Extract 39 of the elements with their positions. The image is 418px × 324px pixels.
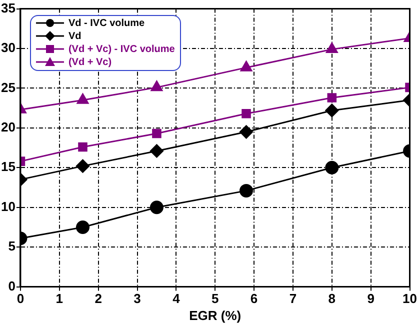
x-tick-label: 3 — [134, 291, 141, 306]
legend-label: Vd — [68, 30, 82, 43]
point — [150, 200, 164, 214]
y-tick-label: 0 — [8, 278, 16, 294]
point — [240, 125, 254, 139]
point — [327, 93, 337, 102]
x-tick-label: 7 — [289, 291, 297, 306]
point — [240, 184, 254, 198]
x-tick-label: 10 — [402, 291, 418, 306]
y-tick-label: 5 — [8, 238, 16, 254]
point — [76, 93, 89, 104]
point — [76, 159, 90, 173]
legend-label: (Vd + Vc) — [68, 56, 112, 69]
x-tick-label: 6 — [250, 291, 258, 306]
y-tick-label: 15 — [0, 159, 16, 174]
point — [76, 220, 90, 234]
x-tick-label: 5 — [212, 291, 219, 306]
point — [325, 160, 339, 174]
point — [78, 142, 88, 152]
legend-label: (Vd + Vc) - IVC volume — [68, 42, 175, 56]
y-tick-label: 20 — [0, 120, 16, 135]
x-tick-label: 4 — [172, 291, 181, 306]
point — [150, 144, 164, 158]
point — [326, 42, 338, 54]
point — [242, 109, 251, 118]
legend-label: Vd - IVC volume — [68, 16, 145, 30]
point — [240, 60, 252, 72]
point — [152, 128, 162, 138]
y-tick-label: 30 — [0, 40, 16, 56]
x-tick-label: 9 — [367, 291, 374, 306]
x-tick-label: 1 — [56, 291, 64, 306]
point — [325, 104, 339, 118]
point — [150, 80, 163, 92]
x-tick-label: 8 — [328, 291, 336, 306]
y-tick-label: 25 — [0, 80, 16, 95]
x-axis-title: EGR (%) — [189, 308, 242, 323]
y-tick-label: 10 — [0, 198, 16, 214]
y-tick-label: 35 — [0, 0, 16, 16]
x-tick-label: 2 — [94, 291, 102, 306]
